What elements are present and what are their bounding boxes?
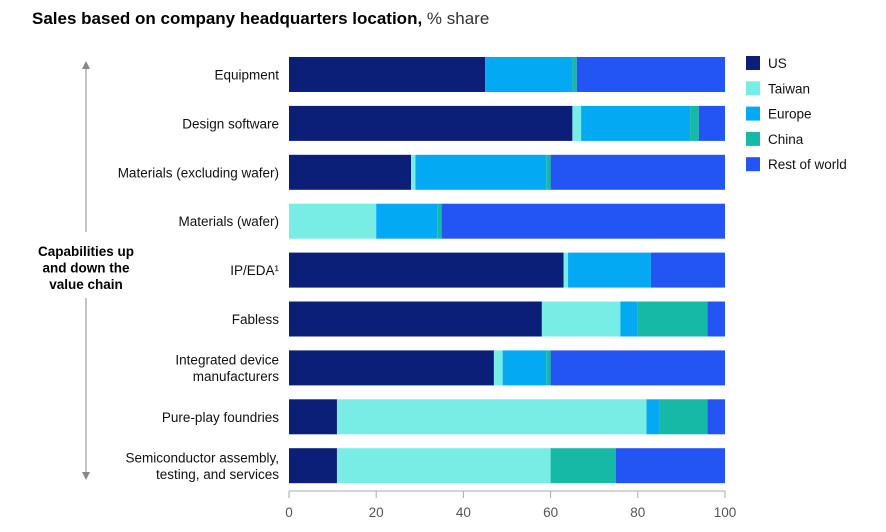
bar-ip-eda-europe <box>568 252 651 288</box>
legend-label-europe: Europe <box>768 107 812 122</box>
bar-equipment-china <box>572 57 577 92</box>
legend-swatch-europe <box>746 106 760 121</box>
legend-label-rest-of-world: Rest of world <box>768 157 847 172</box>
bar-materials-excluding-wafer-china <box>546 154 551 190</box>
bar-fabless-us <box>289 301 542 337</box>
bar-equipment-europe <box>485 57 573 92</box>
bar-integrated-device-manufacturers-china <box>546 350 551 386</box>
bar-materials-excluding-wafer-rest-of-world <box>550 154 725 190</box>
bar-semiconductor-assembly-testing-and-services-china <box>550 448 616 484</box>
arrow-up-icon <box>82 61 90 69</box>
bar-ip-eda-rest-of-world <box>650 252 725 288</box>
bar-integrated-device-manufacturers-us <box>289 350 494 386</box>
legend-label-taiwan: Taiwan <box>768 81 810 96</box>
chart-title-main: Sales based on company headquarters loca… <box>32 9 423 28</box>
bar-semiconductor-assembly-testing-and-services-us <box>289 448 337 484</box>
bar-design-software-china <box>690 105 699 141</box>
category-label: Semiconductor assembly, testing, and serv… <box>125 450 279 482</box>
bar-materials-excluding-wafer-us <box>289 154 412 190</box>
bar-materials-excluding-wafer-taiwan <box>411 154 416 190</box>
bar-pure-play-foundries-taiwan <box>336 399 647 435</box>
x-tick-label: 40 <box>456 505 471 520</box>
bars-group <box>289 57 725 484</box>
chart-title-unit: % share <box>426 9 490 28</box>
legend-swatch-taiwan <box>746 81 760 96</box>
chart-title: Sales based on company headquarters loca… <box>32 9 489 29</box>
category-label: Fabless <box>232 312 280 327</box>
x-axis: 0 20 40 60 80 100 <box>285 490 737 520</box>
bar-fabless-taiwan <box>541 301 621 337</box>
legend-swatch-rest-of-world <box>746 157 760 172</box>
category-label: Materials (wafer) <box>178 214 279 229</box>
value-chain-annotation: Capabilities up and down the value chain <box>38 61 134 480</box>
bar-design-software-rest-of-world <box>698 105 725 141</box>
bar-materials-wafer-rest-of-world <box>441 203 725 239</box>
legend-swatch-china <box>746 131 760 146</box>
bar-fabless-rest-of-world <box>707 301 725 337</box>
bar-design-software-taiwan <box>572 105 582 141</box>
legend: US Taiwan Europe China Rest of world <box>746 56 847 172</box>
bar-ip-eda-us <box>289 252 564 288</box>
legend-label-china: China <box>768 132 804 147</box>
bar-integrated-device-manufacturers-taiwan <box>493 350 503 386</box>
value-chain-label: Capabilities up and down the value chain <box>38 244 134 292</box>
bar-fabless-china <box>637 301 708 337</box>
bar-equipment-rest-of-world <box>576 57 725 92</box>
category-label: IP/EDA¹ <box>230 263 279 278</box>
bar-design-software-europe <box>581 105 691 141</box>
legend-swatch-us <box>746 56 760 70</box>
category-label: Integrated device manufacturers <box>175 353 279 385</box>
bar-pure-play-foundries-europe <box>646 399 660 435</box>
legend-label-us: US <box>768 56 787 71</box>
category-labels: Equipment Design software Materials (exclu… <box>118 68 280 482</box>
bar-pure-play-foundries-us <box>289 399 337 435</box>
category-label: Equipment <box>214 68 279 83</box>
bar-semiconductor-assembly-testing-and-services-taiwan <box>336 448 551 484</box>
category-label: Materials (excluding wafer) <box>118 165 279 180</box>
bar-materials-excluding-wafer-europe <box>415 154 547 190</box>
x-tick-label: 0 <box>285 505 293 520</box>
category-label: Pure-play foundries <box>162 410 279 425</box>
x-tick-label: 60 <box>543 505 558 520</box>
x-tick-label: 80 <box>630 505 645 520</box>
bar-pure-play-foundries-china <box>659 399 708 435</box>
bar-fabless-europe <box>620 301 638 337</box>
bar-ip-eda-taiwan <box>563 252 569 288</box>
bar-integrated-device-manufacturers-europe <box>502 350 547 386</box>
bar-materials-wafer-europe <box>376 203 438 239</box>
arrow-down-icon <box>82 472 90 480</box>
bar-design-software-us <box>289 105 573 141</box>
x-tick-label: 100 <box>714 505 737 520</box>
bar-integrated-device-manufacturers-rest-of-world <box>550 350 725 386</box>
bar-materials-wafer-taiwan <box>289 203 377 239</box>
bar-equipment-us <box>289 57 486 92</box>
bar-materials-wafer-china <box>437 203 442 239</box>
category-label: Design software <box>182 116 279 131</box>
x-tick-label: 20 <box>369 505 384 520</box>
bar-semiconductor-assembly-testing-and-services-rest-of-world <box>616 448 725 484</box>
bar-pure-play-foundries-rest-of-world <box>707 399 725 435</box>
